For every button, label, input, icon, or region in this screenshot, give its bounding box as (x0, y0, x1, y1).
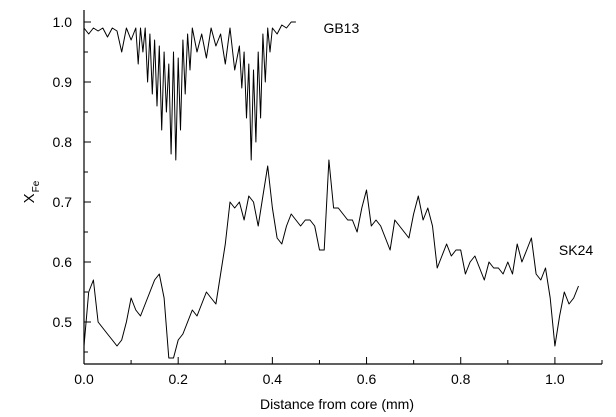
series-labels: GB13 SK24 (323, 20, 593, 258)
y-tick-label: 1.0 (53, 14, 73, 30)
y-tick-label: 0.7 (53, 194, 73, 210)
svg-text:XFe: XFe (21, 180, 42, 203)
y-ticks: 0.5 0.6 0.7 0.8 0.9 1.0 (53, 14, 91, 353)
x-axis-title: Distance from core (mm) (260, 396, 414, 412)
y-tick-label: 0.5 (53, 314, 73, 330)
x-tick-label: 0.6 (357, 371, 377, 387)
series-layer (83, 21, 579, 359)
y-axis-title: XFe (21, 180, 42, 203)
y-tick-label: 0.8 (53, 134, 73, 150)
series-label-sk24: SK24 (559, 242, 593, 258)
x-tick-label: 1.0 (545, 371, 565, 387)
x-tick-label: 0.4 (263, 371, 283, 387)
x-tick-label: 0.0 (74, 371, 94, 387)
series-line-sk24 (83, 159, 579, 359)
y-axis-title-main: X (21, 193, 38, 203)
x-ticks: 0.0 0.2 0.4 0.6 0.8 1.0 (74, 357, 603, 387)
series-label-gb13: GB13 (323, 20, 359, 36)
y-tick-label: 0.9 (53, 74, 73, 90)
y-axis-title-subscript: Fe (31, 180, 42, 192)
x-tick-label: 0.8 (451, 371, 471, 387)
y-tick-label: 0.6 (53, 254, 73, 270)
x-tick-label: 0.2 (168, 371, 188, 387)
plot-area: 0.0 0.2 0.4 0.6 0.8 1.0 0.5 0.6 0.7 0.8 0.9 1.0 GB… (53, 10, 603, 387)
series-line-gb13 (83, 21, 296, 161)
